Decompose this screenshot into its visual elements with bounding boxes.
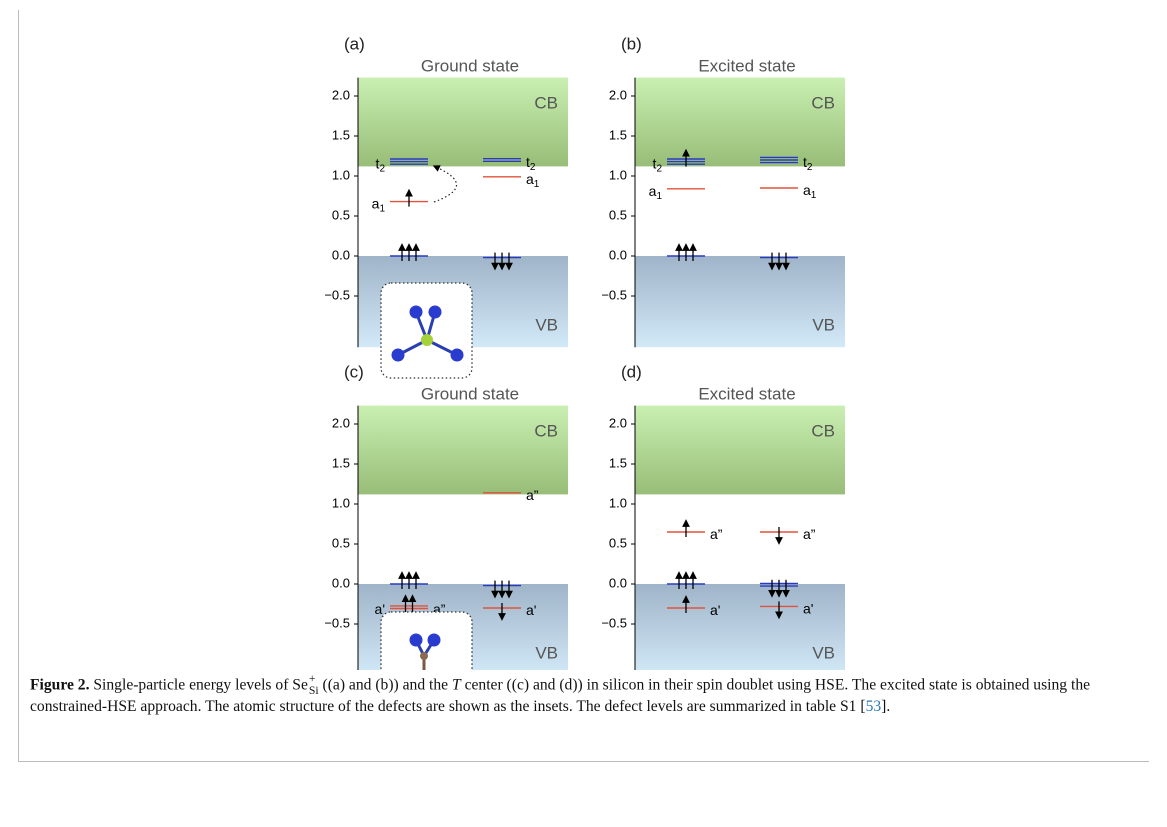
caption-text: Single-particle energy levels of Se — [89, 677, 307, 694]
y-tick-label: 0.5 — [609, 207, 627, 222]
y-tick-label: 0.0 — [332, 247, 350, 262]
level-label: a' — [710, 602, 720, 618]
y-tick-label: 1.0 — [609, 167, 627, 182]
panel-title: Excited state — [698, 56, 795, 75]
y-tick-label: 0.5 — [609, 535, 627, 550]
level-label: a' — [803, 600, 813, 616]
figure: −0.50.00.51.01.52.0(a)Ground stateCBVBt2… — [0, 0, 1167, 670]
y-tick-label: 2.0 — [332, 415, 350, 430]
caption-label: Figure 2. — [30, 677, 89, 694]
y-tick-label: 1.5 — [609, 127, 627, 142]
band-label: VB — [535, 315, 558, 334]
panel-title: Ground state — [421, 56, 519, 75]
level-label-sub: 2 — [807, 162, 813, 173]
level-label-text: a” — [803, 526, 816, 542]
caption-italic: T — [452, 677, 461, 694]
conduction-band — [635, 78, 845, 167]
energy-level: a1 — [372, 193, 428, 215]
y-tick-label: 1.0 — [332, 167, 350, 182]
level-label: a” — [803, 526, 816, 542]
caption-sup: + — [309, 673, 319, 685]
level-label-text: a — [803, 182, 811, 198]
y-tick-label: 1.5 — [332, 455, 350, 470]
level-label-text: a — [372, 195, 380, 211]
level-label-text: a — [649, 183, 657, 199]
y-tick-label: 0.0 — [609, 575, 627, 590]
level-label-text: a — [526, 171, 534, 187]
level-label: a1 — [649, 183, 663, 202]
y-tick-label: 0.0 — [609, 247, 627, 262]
y-tick-label: 1.0 — [332, 495, 350, 510]
level-label: a1 — [526, 171, 540, 190]
y-tick-label: −0.5 — [324, 287, 350, 302]
conduction-band — [358, 406, 568, 495]
y-tick-label: 0.5 — [332, 207, 350, 222]
panel-label: (a) — [344, 34, 365, 53]
y-tick-label: 2.0 — [609, 87, 627, 102]
y-tick-label: −0.5 — [601, 287, 627, 302]
energy-level: a1 — [760, 182, 817, 201]
energy-level: a1 — [649, 183, 705, 202]
band-label: CB — [534, 421, 558, 440]
level-label-text: a” — [710, 526, 723, 542]
y-tick-label: 1.5 — [332, 127, 350, 142]
caption: Figure 2. Single-particle energy levels … — [30, 673, 1135, 717]
level-label-sub: 1 — [379, 203, 385, 214]
y-tick-label: 0.0 — [332, 575, 350, 590]
level-label-text: a' — [526, 602, 536, 618]
level-label: a” — [526, 487, 539, 503]
caption-text: ]. — [881, 698, 890, 715]
level-label-text: a' — [375, 601, 385, 617]
level-label: a' — [526, 602, 536, 618]
y-tick-label: 1.5 — [609, 455, 627, 470]
panel-label: (d) — [621, 362, 642, 381]
band-label: CB — [811, 421, 835, 440]
level-label-text: a' — [803, 600, 813, 616]
level-label-sub: 2 — [379, 163, 385, 174]
level-label-sub: 1 — [656, 190, 662, 201]
inset-t-center — [381, 612, 472, 670]
caption-text: ((a) and (b)) and the — [319, 677, 452, 694]
level-label-text: a” — [526, 487, 539, 503]
y-tick-label: 2.0 — [332, 87, 350, 102]
panel-title: Excited state — [698, 384, 795, 403]
conduction-band — [358, 78, 568, 167]
band-label: CB — [811, 93, 835, 112]
y-tick-label: −0.5 — [324, 615, 350, 630]
caption-ref[interactable]: 53 — [866, 698, 882, 715]
y-tick-label: 0.5 — [332, 535, 350, 550]
inset-se — [381, 283, 472, 378]
band-label: VB — [812, 643, 835, 662]
energy-level: a” — [760, 526, 816, 542]
panel-title: Ground state — [421, 384, 519, 403]
level-label-sub: 1 — [534, 178, 540, 189]
conduction-band — [635, 406, 845, 495]
level-label-sub: 1 — [811, 190, 817, 201]
level-label-sub: 2 — [656, 163, 662, 174]
level-label: a' — [375, 601, 385, 617]
level-label: a1 — [803, 182, 817, 201]
band-label: VB — [535, 643, 558, 662]
caption-sub: Si — [309, 685, 319, 697]
panel-label: (c) — [344, 362, 364, 381]
y-tick-label: 2.0 — [609, 415, 627, 430]
level-label-text: a' — [710, 602, 720, 618]
band-label: VB — [812, 315, 835, 334]
y-tick-label: 1.0 — [609, 495, 627, 510]
y-tick-label: −0.5 — [601, 615, 627, 630]
energy-level: a1 — [483, 171, 540, 190]
excitation-arrow — [434, 167, 457, 202]
level-label: a” — [710, 526, 723, 542]
page: −0.50.00.51.01.52.0(a)Ground stateCBVBt2… — [0, 0, 1167, 827]
band-label: CB — [534, 93, 558, 112]
panel-label: (b) — [621, 34, 642, 53]
energy-level: a” — [667, 523, 723, 542]
level-label: a1 — [372, 195, 386, 214]
